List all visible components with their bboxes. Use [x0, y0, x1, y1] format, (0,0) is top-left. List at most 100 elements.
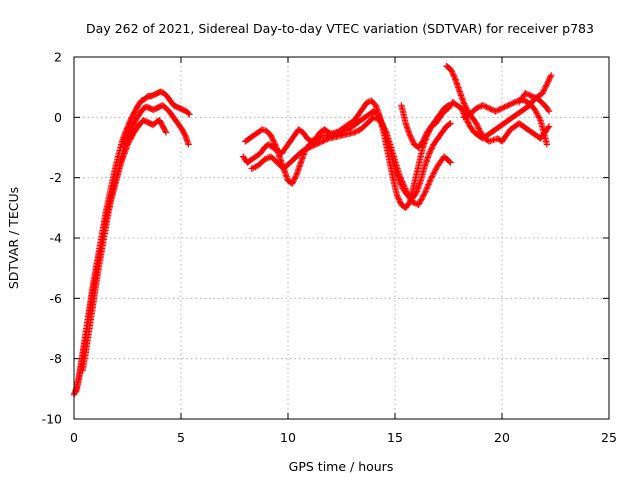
trace-marker: [405, 191, 412, 199]
trace-marker: [428, 173, 436, 180]
trace-marker: [545, 124, 552, 131]
trace-marker: [326, 131, 333, 138]
trace-marker: [292, 172, 300, 180]
trace-marker: [532, 107, 539, 115]
trace-marker: [403, 189, 411, 196]
x-tick-label: 0: [70, 430, 78, 445]
trace-marker: [421, 190, 428, 198]
trace-marker: [398, 176, 405, 184]
data-point: [428, 174, 435, 181]
y-tick-label: 2: [54, 50, 62, 65]
trace-marker: [533, 109, 540, 116]
data-point: [545, 108, 553, 115]
trace-marker: [406, 193, 413, 200]
satellite-track-j: [515, 90, 553, 115]
trace-marker: [401, 183, 408, 191]
trace-marker: [271, 139, 278, 147]
data-point: [543, 141, 551, 148]
trace-marker: [382, 127, 389, 135]
grid-layer: [74, 57, 609, 419]
trace-marker: [417, 197, 424, 204]
trace-marker: [399, 179, 406, 187]
data-point: [259, 126, 266, 133]
trace-marker: [416, 198, 424, 206]
trace-marker: [381, 126, 389, 133]
trace-marker: [446, 120, 453, 128]
trace-marker: [446, 158, 453, 165]
trace-marker: [534, 111, 541, 119]
x-tick-label: 25: [601, 430, 617, 445]
trace-marker: [418, 194, 426, 202]
data-point: [545, 123, 553, 130]
trace-marker: [423, 185, 430, 192]
trace-marker: [379, 122, 387, 129]
x-tick-label: 5: [177, 430, 185, 445]
trace-marker: [407, 195, 414, 203]
trace-marker: [433, 163, 441, 171]
y-tick-label: -2: [50, 170, 62, 185]
trace-marker: [424, 182, 432, 190]
trace-marker: [378, 121, 386, 128]
trace-marker: [185, 110, 192, 117]
trace-marker: [420, 192, 427, 199]
trace-marker: [427, 177, 434, 184]
data-point: [402, 186, 409, 193]
trace-marker: [398, 178, 406, 185]
trace-marker: [400, 181, 407, 188]
trace-marker: [547, 73, 554, 80]
trace-marker: [380, 123, 387, 131]
x-tick-label: 15: [387, 430, 403, 445]
data-point: [548, 71, 555, 79]
satellite-track-i: [460, 96, 551, 148]
trace-marker: [531, 106, 539, 113]
x-axis-label: GPS time / hours: [289, 459, 394, 474]
satellite-track-c: [79, 117, 170, 374]
y-tick-label: -8: [50, 351, 63, 366]
trace-marker: [162, 128, 169, 135]
data-marks: [70, 62, 555, 399]
data-point: [396, 171, 403, 178]
data-point: [185, 141, 192, 148]
trace-marker: [381, 125, 388, 132]
trace-marker: [406, 194, 414, 201]
trace-marker: [396, 172, 404, 180]
trace-marker: [339, 128, 346, 135]
trace-marker: [535, 114, 543, 121]
trace-marker: [424, 184, 431, 191]
chart-title: Day 262 of 2021, Sidereal Day-to-day VTE…: [86, 21, 594, 36]
trace-marker: [425, 179, 433, 187]
trace-marker: [404, 190, 412, 197]
trace-marker: [422, 188, 429, 195]
trace-marker: [425, 181, 432, 188]
data-point: [363, 99, 371, 106]
data-point: [376, 117, 384, 124]
data-point: [421, 189, 429, 196]
trace-marker: [419, 193, 427, 200]
x-tick-label: 10: [280, 430, 296, 445]
trace-marker: [432, 166, 439, 173]
data-point: [447, 120, 454, 127]
y-axis-label: SDTVAR / TECUs: [6, 187, 21, 289]
trace-marker: [451, 73, 458, 81]
trace-marker: [431, 167, 439, 175]
trace-marker: [433, 165, 440, 172]
trace-marker: [431, 169, 438, 176]
y-tick-label: 0: [54, 110, 62, 125]
x-tick-label: 20: [494, 430, 510, 445]
data-point: [162, 129, 170, 136]
satellite-track-d: [239, 97, 452, 212]
trace-marker: [430, 170, 437, 177]
data-point: [490, 136, 497, 144]
trace-marker: [400, 182, 408, 189]
trace-marker: [337, 128, 344, 136]
trace-marker: [401, 185, 409, 192]
trace-marker: [545, 106, 552, 114]
data-point: [447, 159, 454, 166]
trace-marker: [397, 174, 404, 181]
trace-marker: [533, 110, 541, 117]
trace-marker: [416, 200, 423, 207]
trace-marker: [377, 118, 384, 125]
